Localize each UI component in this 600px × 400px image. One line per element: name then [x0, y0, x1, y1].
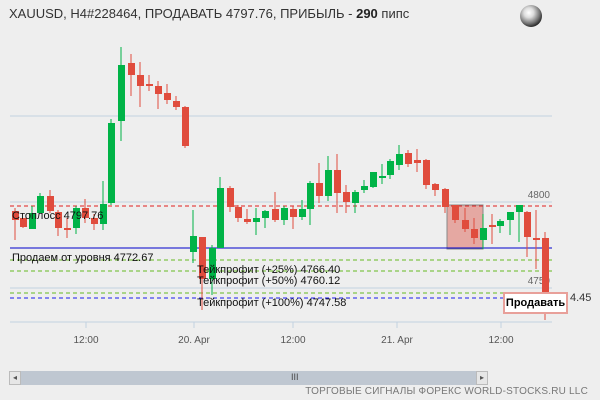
x-axis: 12:00 20. Apr 12:00 21. Apr 12:00 [73, 322, 514, 346]
bull-candle [379, 176, 386, 178]
bear-candle [414, 160, 421, 163]
bull-candle [253, 218, 260, 222]
bear-candle [47, 196, 54, 211]
bull-candle [29, 213, 36, 229]
y-tick-label: 4750 [528, 276, 551, 287]
profit-unit: пипс [377, 6, 410, 21]
bear-candle [227, 188, 234, 207]
sell-signal-button[interactable]: Продавать [503, 292, 568, 314]
chart-title: XAUUSD, H4#228464, ПРОДАВАТЬ 4797.76, ПР… [9, 6, 409, 21]
current-price-tag: 4.45 [570, 292, 592, 304]
bear-candle [82, 208, 89, 218]
bull-candle [516, 205, 523, 212]
bull-candle [396, 154, 403, 165]
bull-candle [262, 211, 269, 218]
bear-candle [343, 192, 350, 202]
candles [12, 47, 549, 320]
bear-candle [137, 75, 144, 86]
title-prefix: XAUUSD, H4#228464, ПРОДАВАТЬ 4797.76, ПР… [9, 6, 357, 21]
bull-candle [100, 204, 107, 224]
bear-candle [452, 205, 459, 220]
tp25-label: Тейкпрофит (+25%) 4766.40 [197, 264, 340, 276]
bear-candle [316, 183, 323, 196]
bear-candle [334, 170, 341, 193]
bull-candle [497, 221, 504, 226]
x-tick-label: 21. Apr [381, 335, 413, 346]
y-tick-label: 4800 [528, 190, 551, 201]
bear-candle [423, 160, 430, 185]
x-tick-label: 20. Apr [178, 335, 210, 346]
bull-candle [299, 209, 306, 217]
bear-candle [146, 84, 153, 86]
bull-candle [37, 196, 44, 213]
bull-candle [118, 65, 125, 121]
bear-candle [524, 212, 531, 237]
bear-candle [432, 184, 439, 190]
bear-candle [55, 212, 62, 228]
bear-candle [64, 228, 71, 230]
tp50-label: Тейкпрофит (+50%) 4760.12 [197, 275, 340, 287]
bear-candle [199, 237, 206, 279]
bear-candle [20, 218, 27, 227]
level-labels: Стоплосс 4797.76 Продаем от уровня 4772.6… [12, 210, 346, 309]
gridlines: 4800 4750 [10, 115, 552, 323]
bear-candle [12, 211, 19, 220]
bear-candle [272, 209, 279, 220]
bull-candle [108, 123, 115, 203]
entry-label: Продаем от уровня 4772.67 [12, 252, 153, 264]
bull-candle [387, 161, 394, 175]
bear-candle [462, 220, 469, 229]
bull-candle [73, 208, 80, 228]
trade-levels [10, 205, 552, 299]
bull-candle [480, 228, 487, 240]
stop-loss-label: Стоплосс 4797.76 [12, 210, 103, 222]
bear-candle [489, 225, 496, 227]
bull-candle [507, 212, 514, 220]
scroll-left-button[interactable]: ◂ [9, 371, 21, 385]
bear-candle [155, 86, 162, 94]
bear-candle [533, 238, 540, 240]
profit-value: 290 [356, 6, 378, 21]
bear-candle [128, 63, 135, 75]
bull-candle [209, 248, 216, 279]
bear-candle [471, 229, 478, 238]
bear-candle [405, 153, 412, 164]
globe-icon[interactable] [520, 5, 542, 27]
tp100-label: Тейкпрофит (+100%) 4747.58 [197, 297, 346, 309]
bear-candle [173, 101, 180, 107]
x-tick-label: 12:00 [488, 335, 513, 346]
bull-candle [361, 186, 368, 190]
bear-candle [235, 207, 242, 218]
x-tick-label: 12:00 [73, 335, 98, 346]
x-tick-label: 12:00 [280, 335, 305, 346]
bear-candle [182, 107, 189, 146]
bull-candle [217, 188, 224, 248]
bull-candle [325, 170, 332, 196]
bear-candle [542, 238, 549, 298]
bull-candle [307, 183, 314, 209]
bear-candle [91, 218, 98, 224]
bear-candle [442, 189, 449, 207]
bear-candle [164, 93, 171, 100]
bull-candle [190, 236, 197, 252]
scrollbar-thumb[interactable]: III [21, 371, 476, 385]
scroll-right-button[interactable]: ▸ [476, 371, 488, 385]
bull-candle [281, 208, 288, 220]
bear-candle [290, 209, 297, 217]
candlestick-chart: 4800 4750 12:00 20. Apr 12:00 21. Apr 12:00 С… [10, 47, 552, 346]
horizontal-scrollbar[interactable]: ◂ III ▸ [9, 371, 488, 385]
scrollbar-grip-icon: III [291, 372, 299, 382]
bull-candle [352, 192, 359, 203]
footer-credit: ТОРГОВЫЕ СИГНАЛЫ ФОРЕКС WORLD-STOCKS.RU … [305, 386, 588, 397]
bull-candle [370, 172, 377, 187]
bear-candle [244, 219, 251, 222]
